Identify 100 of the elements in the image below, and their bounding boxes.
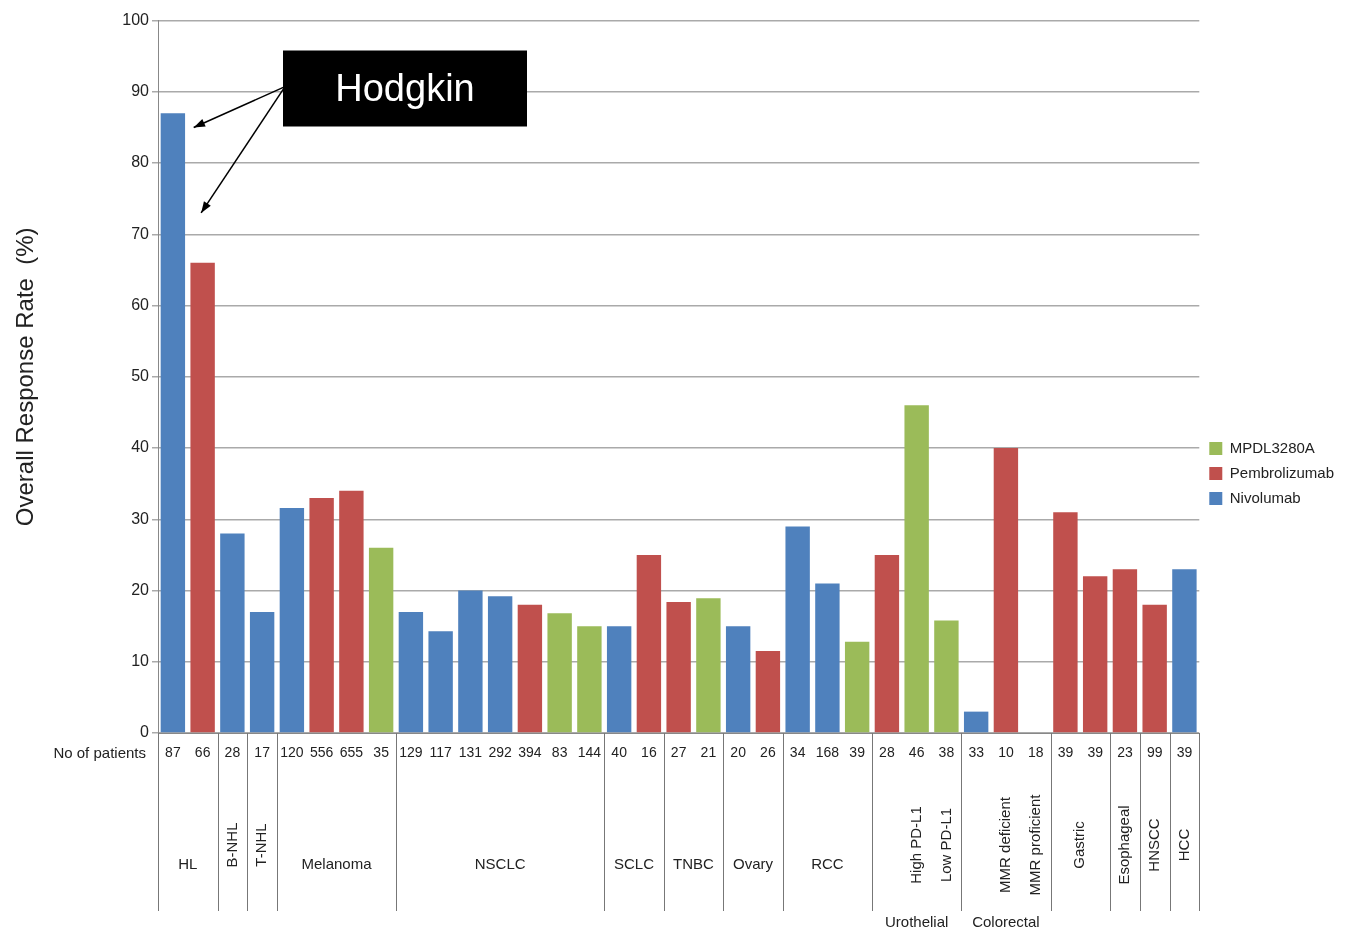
y-tick-label: 20 — [131, 580, 150, 598]
y-tick-label: 0 — [140, 723, 150, 741]
text: Ovary — [733, 855, 774, 873]
x-tick-label: 39 — [849, 744, 866, 761]
x-tick-label: 292 — [488, 744, 513, 761]
y-tick-label: 80 — [131, 153, 150, 171]
x-tick-label: 39 — [1057, 744, 1074, 761]
text: SCLC — [614, 855, 655, 873]
bar — [398, 611, 424, 733]
text: HCC — [1174, 828, 1192, 862]
bar — [220, 533, 245, 733]
bar — [190, 262, 215, 733]
bar — [1142, 604, 1167, 733]
y-tick-label: 10 — [131, 652, 150, 670]
bar — [874, 554, 900, 733]
x-tick-label: 33 — [968, 744, 985, 761]
y-tick-label: 50 — [131, 367, 150, 385]
text: Esophageal — [1115, 805, 1133, 885]
x-tick-label: 18 — [1027, 744, 1044, 761]
text: No of patients — [53, 744, 146, 762]
bar — [279, 507, 305, 733]
text: B-NHL — [222, 822, 240, 868]
legend-label: MPDL3280A — [1229, 438, 1315, 456]
bar — [785, 526, 810, 733]
x-tick-label: 34 — [789, 744, 806, 761]
y-axis-title: Overall Response Rate (%) — [11, 227, 39, 527]
bar — [487, 596, 513, 733]
bar — [636, 554, 662, 733]
x-tick-label: 40 — [611, 744, 628, 761]
y-tick-label: 40 — [131, 438, 150, 456]
text: TNBC — [673, 855, 715, 873]
text: Melanoma — [301, 855, 373, 873]
text: RCC — [811, 855, 844, 873]
text: HNSCC — [1144, 818, 1162, 872]
bar — [755, 651, 781, 733]
x-tick-label: 10 — [998, 744, 1014, 761]
y-tick-label: 70 — [131, 224, 150, 242]
text: Urothelial — [884, 913, 949, 931]
bar — [577, 626, 602, 733]
x-tick-label: 35 — [373, 744, 390, 761]
x-tick-label: 144 — [577, 744, 602, 761]
bar — [309, 497, 334, 733]
bar — [963, 711, 989, 733]
bar — [666, 601, 691, 733]
bar — [368, 547, 394, 733]
bar — [428, 631, 453, 733]
x-tick-label: 66 — [194, 744, 211, 761]
bar — [1053, 512, 1078, 733]
text: NSCLC — [474, 855, 526, 873]
y-tick-label: 100 — [122, 11, 150, 29]
bar — [993, 448, 1019, 733]
x-tick-label: 655 — [339, 744, 364, 761]
text: HL — [178, 855, 198, 873]
bar — [249, 611, 275, 733]
x-tick-label: 28 — [879, 744, 895, 761]
x-tick-label: 28 — [224, 744, 241, 761]
text: Gastric — [1070, 820, 1088, 869]
bar — [517, 604, 543, 733]
bar — [844, 641, 870, 733]
x-tick-label: 17 — [254, 744, 271, 761]
x-tick-label: 23 — [1117, 744, 1133, 761]
bar — [815, 583, 840, 733]
text: MMR proficient — [1025, 793, 1043, 896]
bar — [934, 620, 959, 733]
text: High PD-L1 — [906, 806, 924, 884]
x-tick-label: 168 — [815, 744, 840, 761]
x-tick-label: 39 — [1176, 744, 1193, 761]
x-tick-label: 27 — [670, 744, 687, 761]
text: Colorectal — [972, 913, 1040, 931]
bar — [160, 113, 186, 733]
bar — [547, 613, 572, 733]
x-tick-label: 16 — [641, 744, 657, 761]
bar — [1112, 569, 1138, 733]
x-tick-label: 21 — [700, 744, 717, 761]
bar — [458, 590, 483, 733]
x-tick-label: 38 — [938, 744, 955, 761]
annotation: Hodgkin — [335, 67, 475, 110]
legend-label: Pembrolizumab — [1229, 463, 1335, 481]
bar — [1172, 569, 1197, 733]
text: Low PD-L1 — [936, 807, 954, 883]
bar — [339, 490, 364, 733]
x-tick-label: 394 — [518, 744, 542, 761]
x-tick-label: 556 — [309, 744, 334, 761]
bar — [904, 405, 929, 733]
bar — [696, 598, 721, 733]
legend-label: Nivolumab — [1229, 488, 1301, 506]
text: T-NHL — [252, 823, 270, 867]
x-tick-label: 99 — [1146, 744, 1163, 761]
x-tick-label: 20 — [730, 744, 747, 761]
x-tick-label: 129 — [399, 744, 423, 761]
x-tick-label: 39 — [1087, 744, 1104, 761]
x-tick-label: 120 — [280, 744, 304, 761]
bar — [725, 626, 751, 733]
bar — [1082, 576, 1108, 733]
y-tick-label: 90 — [131, 82, 150, 100]
y-tick-label: 30 — [131, 509, 150, 527]
x-tick-label: 117 — [429, 744, 453, 761]
x-tick-label: 87 — [165, 744, 181, 761]
x-tick-label: 83 — [551, 744, 568, 761]
x-tick-label: 26 — [760, 744, 776, 761]
